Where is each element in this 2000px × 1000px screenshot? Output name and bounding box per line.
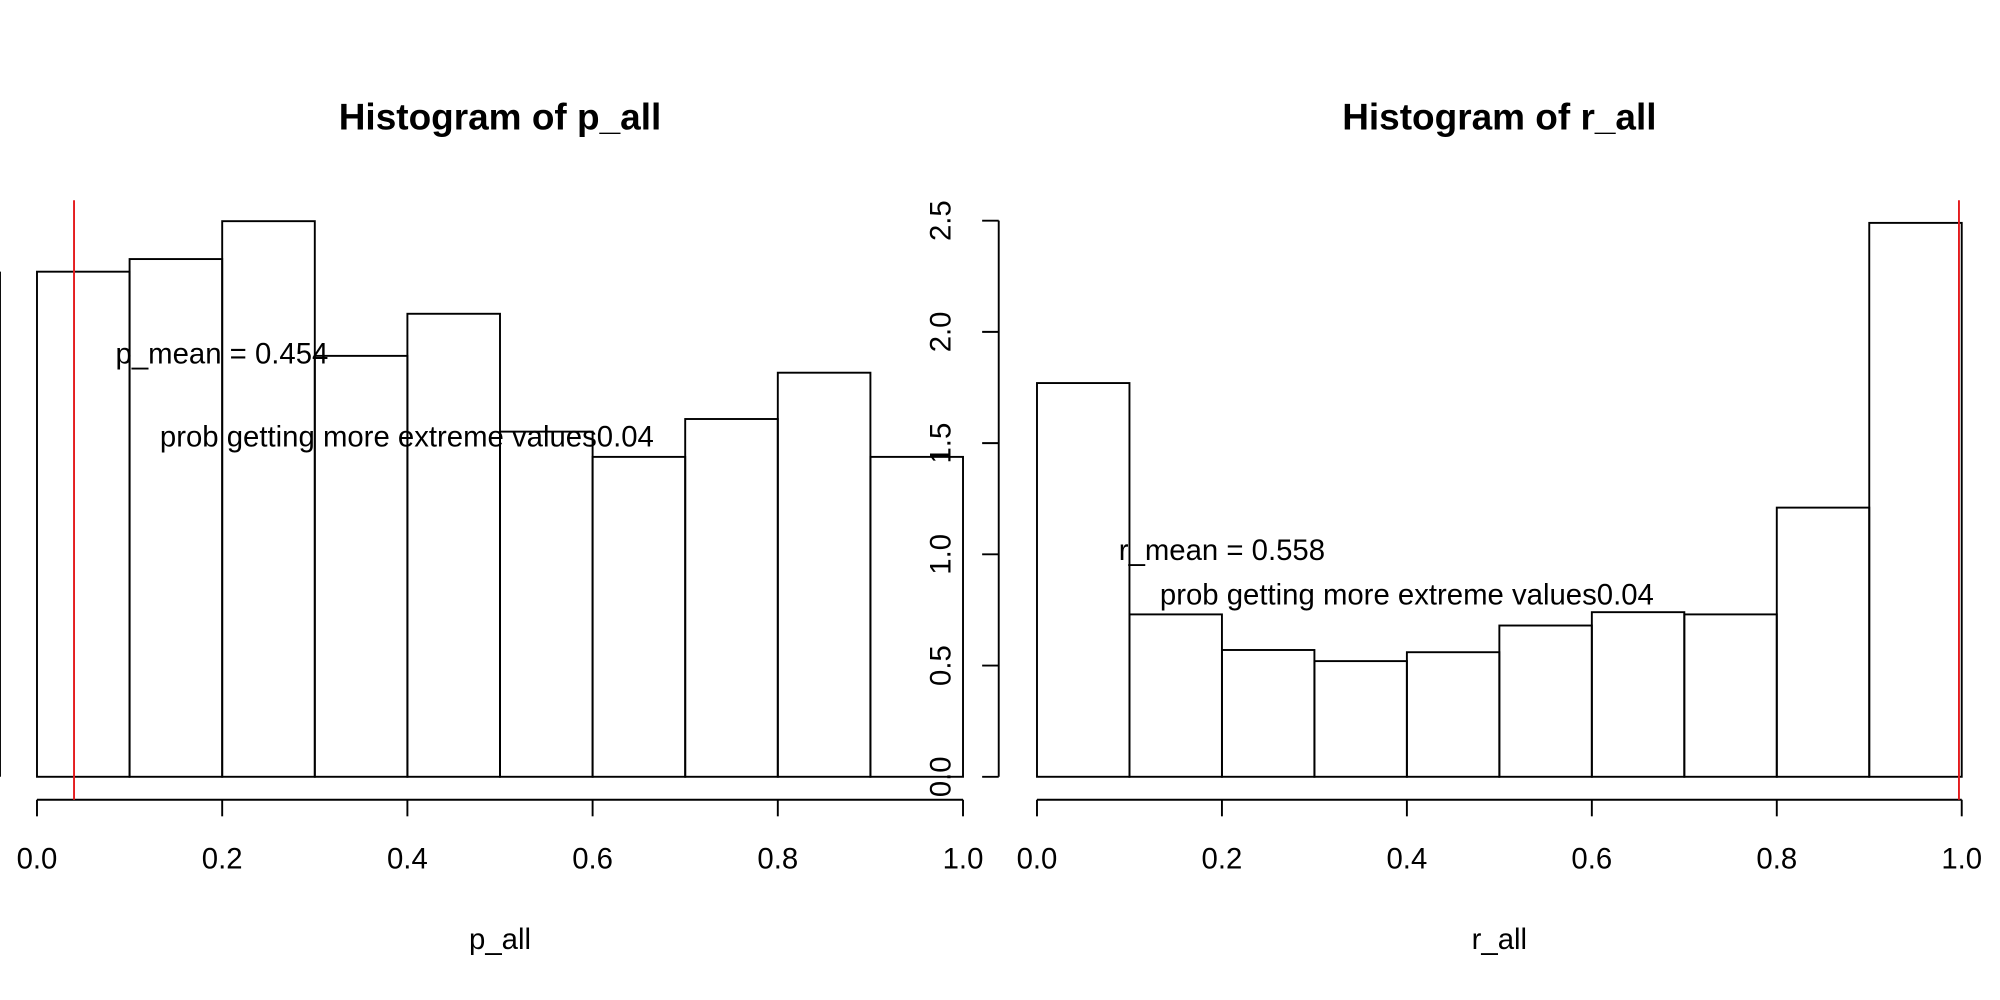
y-tick-label: 0.0 xyxy=(924,756,957,797)
x-tick-label: 0.0 xyxy=(17,843,58,876)
x-axis-label: p_all xyxy=(469,923,531,956)
x-axis-label: r_all xyxy=(1472,923,1527,956)
bar xyxy=(1313,660,1408,778)
x-tick-label: 0.2 xyxy=(202,843,243,876)
x-tick-label: 0.8 xyxy=(1756,843,1797,876)
x-tick-label: 0.6 xyxy=(1571,843,1612,876)
annotation: prob getting more extreme values0.04 xyxy=(1160,579,1654,612)
bar xyxy=(1405,651,1501,778)
y-tick-label: 2.5 xyxy=(924,200,957,241)
y-tick-label: 1.5 xyxy=(924,423,957,464)
x-tick-label: 0.4 xyxy=(1386,843,1427,876)
bar xyxy=(1590,611,1686,778)
annotation: r_mean = 0.558 xyxy=(1119,534,1325,567)
x-tick-label: 0.2 xyxy=(1202,843,1243,876)
bar xyxy=(221,220,316,778)
annotation: p_mean = 0.454 xyxy=(116,338,329,371)
bar xyxy=(1128,613,1223,778)
bar xyxy=(1683,613,1778,778)
y-tick-label: 1.0 xyxy=(924,534,957,575)
bar xyxy=(313,354,409,778)
bar xyxy=(776,371,872,778)
bar xyxy=(1036,382,1131,778)
x-tick-label: 0.4 xyxy=(387,843,428,876)
x-tick-label: 0.8 xyxy=(757,843,798,876)
bar xyxy=(406,312,501,778)
chart-title: Histogram of p_all xyxy=(339,97,662,138)
bar xyxy=(1868,221,1963,778)
bar xyxy=(591,455,687,778)
bar xyxy=(1775,506,1871,778)
x-tick-label: 1.0 xyxy=(1941,843,1982,876)
chart-title: Histogram of r_all xyxy=(1342,97,1656,138)
bar xyxy=(869,455,964,778)
bar xyxy=(684,418,779,778)
annotation: prob getting more extreme values0.04 xyxy=(160,421,654,454)
bar xyxy=(499,430,594,778)
bar xyxy=(1220,649,1316,778)
y-tick-label: 0.5 xyxy=(924,645,957,686)
bar xyxy=(1498,624,1593,778)
x-tick-label: 0.6 xyxy=(572,843,613,876)
y-tick-label: 2.0 xyxy=(924,311,957,352)
x-tick-label: 0.0 xyxy=(1017,843,1058,876)
x-tick-label: 1.0 xyxy=(943,843,984,876)
